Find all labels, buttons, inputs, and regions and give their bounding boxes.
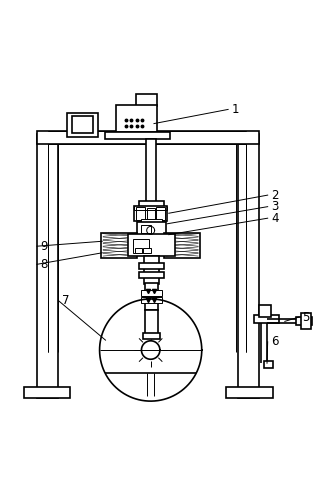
Bar	[301, 313, 310, 329]
Bar	[67, 113, 98, 137]
Bar	[105, 132, 170, 139]
Bar	[135, 248, 142, 253]
Bar	[238, 134, 260, 398]
Bar	[139, 263, 164, 269]
Bar	[143, 248, 151, 253]
Bar	[156, 207, 165, 220]
Bar	[139, 271, 164, 277]
Bar	[134, 206, 167, 222]
Bar	[136, 94, 157, 106]
Text: 3: 3	[271, 200, 278, 213]
Bar	[255, 315, 279, 323]
Text: 6: 6	[271, 335, 278, 348]
Bar	[116, 105, 157, 133]
Bar	[139, 201, 164, 207]
Bar	[101, 233, 137, 258]
Bar	[147, 208, 155, 219]
Bar	[136, 207, 145, 220]
Bar	[37, 134, 58, 398]
Bar	[37, 132, 260, 144]
Bar	[24, 387, 70, 398]
Bar	[145, 310, 158, 335]
Bar	[296, 317, 312, 325]
Bar	[71, 116, 93, 133]
Bar	[141, 219, 162, 223]
Bar	[137, 222, 166, 235]
Bar	[143, 333, 160, 339]
Bar	[145, 283, 158, 310]
Text: 1: 1	[231, 103, 239, 116]
Bar	[132, 239, 149, 253]
Text: 5: 5	[302, 310, 310, 323]
Bar	[141, 225, 151, 233]
Text: 7: 7	[62, 294, 69, 307]
Bar	[141, 290, 162, 295]
Text: 8: 8	[40, 258, 48, 271]
Bar	[141, 297, 162, 303]
Bar	[146, 139, 156, 205]
Bar	[260, 304, 271, 317]
Bar	[144, 256, 159, 284]
Text: 4: 4	[271, 212, 278, 225]
Bar	[226, 387, 273, 398]
Text: 2: 2	[271, 189, 278, 202]
Text: 9: 9	[40, 240, 48, 252]
Bar	[164, 233, 200, 258]
Bar	[127, 234, 175, 256]
Bar	[264, 361, 273, 368]
